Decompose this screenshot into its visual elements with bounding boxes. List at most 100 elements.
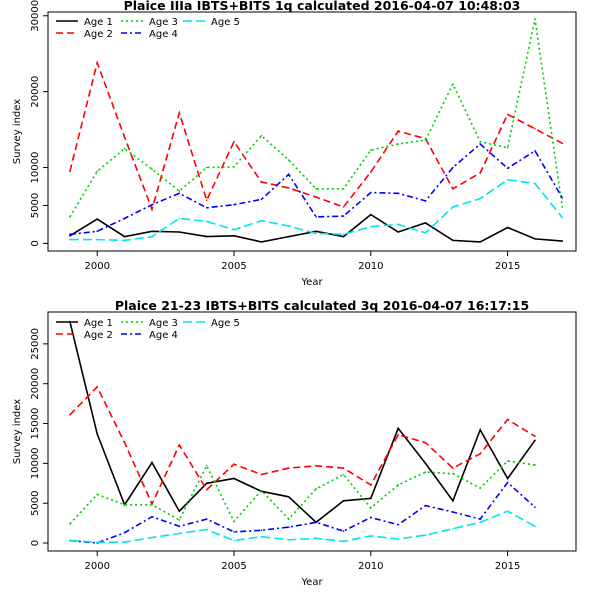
data-point <box>424 471 427 473</box>
data-point <box>397 223 400 226</box>
data-point <box>424 534 427 536</box>
series-line-age-4 <box>69 481 536 544</box>
data-point <box>69 235 71 237</box>
data-point <box>534 238 536 240</box>
data-point <box>69 238 71 241</box>
data-point <box>479 518 482 520</box>
data-point <box>370 484 372 486</box>
legend-label: Age 3 <box>149 17 178 28</box>
data-point <box>178 444 181 446</box>
data-point <box>315 537 317 540</box>
data-point <box>479 487 482 489</box>
x-tick-label: 2005 <box>221 561 246 572</box>
data-point <box>370 171 372 173</box>
data-point <box>452 166 454 169</box>
data-point <box>96 493 98 496</box>
legend-label: Age 1 <box>84 318 113 329</box>
data-point <box>260 529 263 532</box>
x-tick-label: 2010 <box>358 261 383 272</box>
data-point <box>205 220 208 223</box>
data-point <box>205 199 208 201</box>
data-point <box>69 216 71 218</box>
data-point <box>178 519 181 521</box>
data-point <box>561 142 564 145</box>
data-point <box>178 190 181 192</box>
data-point <box>342 206 345 208</box>
data-point <box>534 435 536 438</box>
data-point <box>260 473 263 476</box>
data-point <box>397 427 400 430</box>
data-point <box>233 520 235 523</box>
data-point <box>452 472 454 475</box>
data-point <box>315 521 317 524</box>
y-tick-label: 5000 <box>30 193 41 218</box>
data-point <box>315 196 317 198</box>
data-point <box>479 143 482 145</box>
data-point <box>315 230 317 233</box>
data-point <box>287 539 290 541</box>
data-point <box>424 441 427 444</box>
data-point <box>315 216 317 218</box>
data-point <box>178 510 181 512</box>
data-point <box>233 235 235 237</box>
data-point <box>479 429 482 431</box>
chart-panel-plaice-21-23: Plaice 21-23 IBTS+BITS calculated 3q 201… <box>12 298 577 588</box>
data-point <box>342 467 345 469</box>
data-point <box>506 226 509 229</box>
data-point <box>260 219 263 222</box>
chart-title: Plaice 21-23 IBTS+BITS calculated 3q 201… <box>115 298 529 313</box>
data-point <box>370 535 372 537</box>
data-point <box>424 200 427 202</box>
y-tick-label: 5000 <box>30 490 41 515</box>
y-tick-label: 10000 <box>30 447 41 479</box>
y-tick-label: 0 <box>30 540 41 546</box>
data-point <box>370 507 372 509</box>
data-point <box>370 213 372 216</box>
plot-frame <box>47 11 577 252</box>
data-point <box>178 217 181 220</box>
series-line-age-2 <box>69 385 536 506</box>
data-point <box>342 188 345 190</box>
data-point <box>287 187 290 189</box>
data-point <box>151 168 153 170</box>
data-point <box>479 521 482 524</box>
legend-label: Age 4 <box>149 330 178 341</box>
data-point <box>479 197 482 200</box>
data-point <box>151 235 153 238</box>
data-point <box>260 198 263 201</box>
data-point <box>342 235 345 238</box>
data-point <box>397 484 400 486</box>
data-point <box>397 143 400 145</box>
data-point <box>479 172 482 174</box>
data-point <box>96 433 98 435</box>
data-point <box>178 231 181 233</box>
data-point <box>424 139 427 141</box>
data-point <box>96 62 98 64</box>
data-point <box>534 150 536 152</box>
data-point <box>96 218 98 220</box>
data-point <box>123 235 126 238</box>
data-point <box>205 518 208 520</box>
data-point <box>342 540 345 543</box>
legend-label: Age 2 <box>84 29 113 40</box>
data-point <box>452 511 454 513</box>
x-tick-label: 2000 <box>85 561 110 572</box>
legend-label: Age 2 <box>84 330 113 341</box>
data-point <box>506 510 509 512</box>
data-point <box>452 239 454 242</box>
data-point <box>370 191 372 194</box>
data-point <box>205 465 208 467</box>
data-point <box>151 461 153 464</box>
data-point <box>123 441 126 444</box>
data-point <box>452 467 454 469</box>
y-tick-label: 10000 <box>30 152 41 184</box>
series-line-age-3 <box>69 460 536 525</box>
data-point <box>561 240 564 242</box>
y-tick-label: 20000 <box>30 76 41 108</box>
data-point <box>233 531 235 533</box>
data-point <box>397 192 400 195</box>
data-point <box>205 482 208 485</box>
data-point <box>506 418 509 421</box>
